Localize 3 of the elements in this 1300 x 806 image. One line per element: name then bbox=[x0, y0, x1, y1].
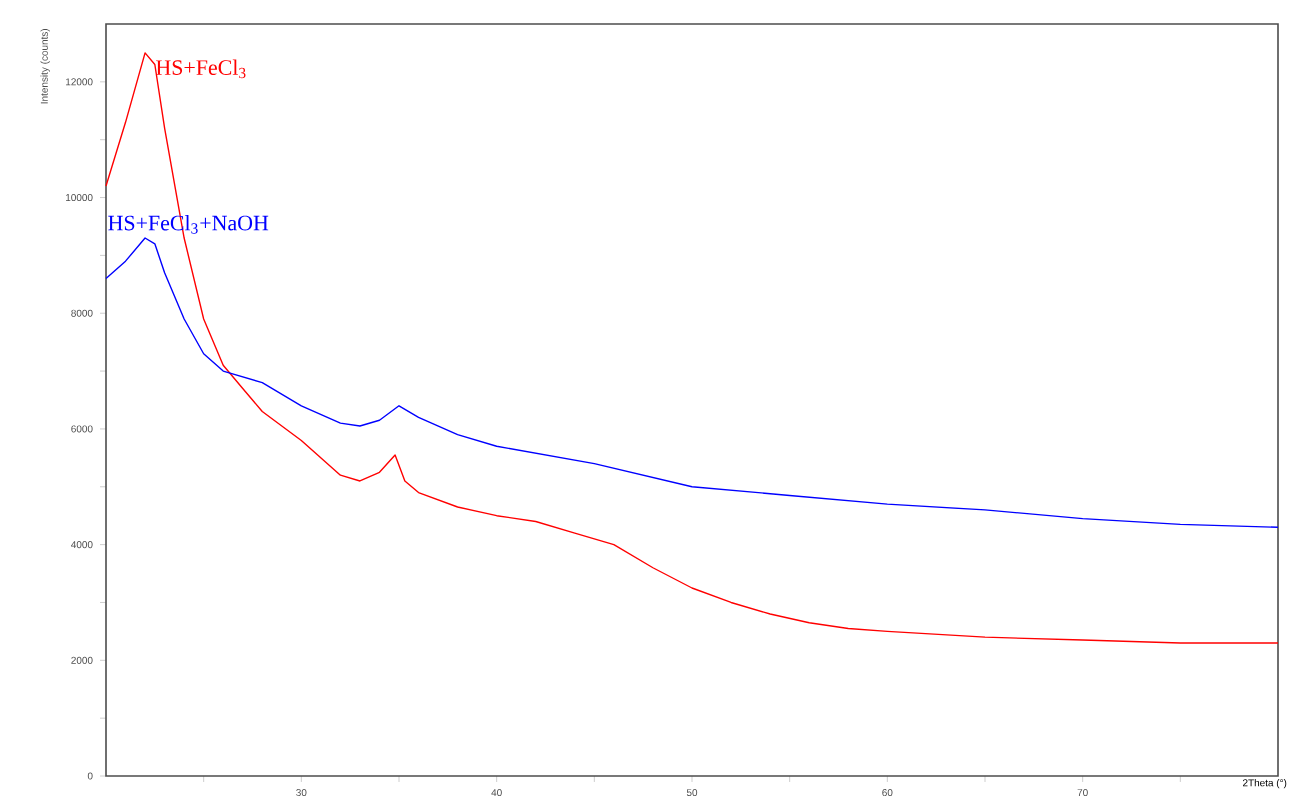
series-label: HS+FeCl$_{3}$ bbox=[156, 59, 246, 79]
line-series bbox=[105, 237, 1279, 528]
line-series bbox=[105, 52, 1279, 644]
